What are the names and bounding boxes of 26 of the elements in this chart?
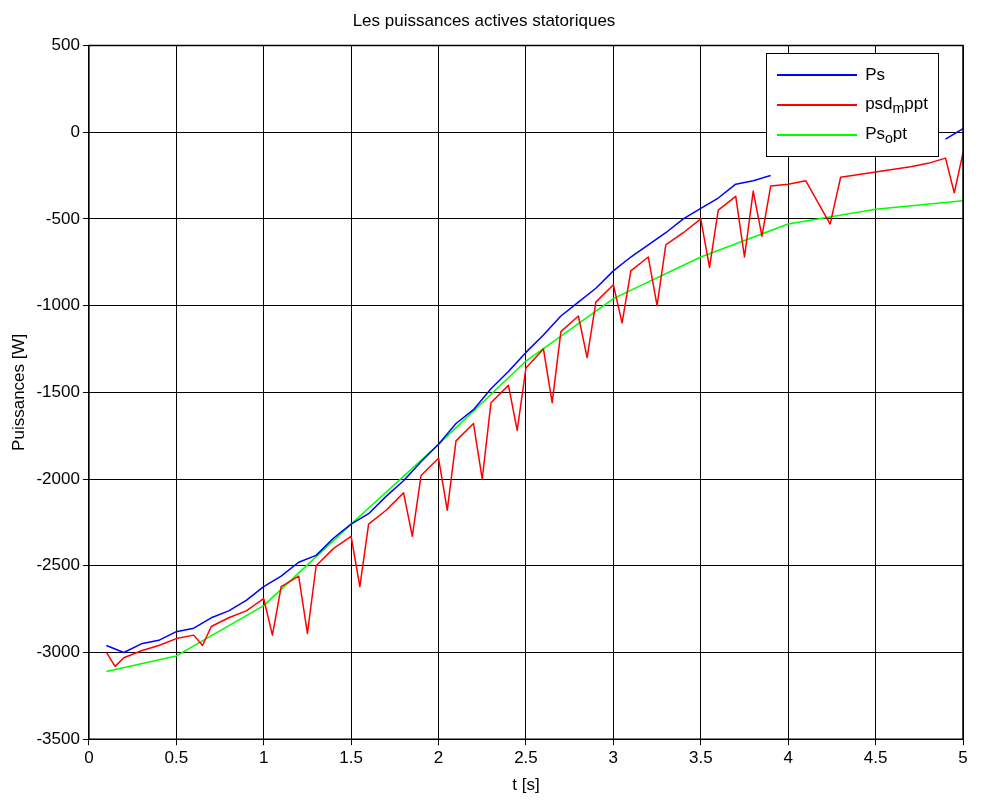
x-tick-label: 1.5 [339,748,363,768]
y-tick-label: -1000 [36,295,80,315]
x-tick-label: 3.5 [688,748,713,768]
y-tick-label: 500 [51,35,80,55]
x-tick-label: 4.5 [863,748,888,768]
x-tick-label: 5 [958,748,968,768]
x-tick-label: 1 [258,748,269,768]
x-tick-label: 2 [433,748,444,768]
y-tick-label: -3500 [36,728,80,748]
x-tick-label: 0.5 [164,748,189,768]
x-tick-label: 0 [84,748,94,768]
y-axis-title: Puissances [W] [8,333,28,451]
y-tick-label: 0 [70,121,80,141]
y-tick-label: -3000 [36,642,80,662]
x-tick-label: 3 [608,748,619,768]
y-tick-label: -2500 [36,555,80,575]
x-tick-label: 2.5 [514,748,538,768]
legend-label: psd$_{m}$ppt [865,94,928,117]
y-tick-label: -1500 [36,381,80,401]
y-tick-label: -2000 [36,468,80,488]
y-tick-label: -500 [45,208,80,228]
legend-label: Ps$_{o}$pt [865,124,908,147]
x-axis-title: t [s] [512,775,540,795]
chart-title: Les puissances actives statoriques [352,10,616,30]
x-tick-label: 4 [783,748,793,768]
legend-label: Ps [865,65,885,86]
